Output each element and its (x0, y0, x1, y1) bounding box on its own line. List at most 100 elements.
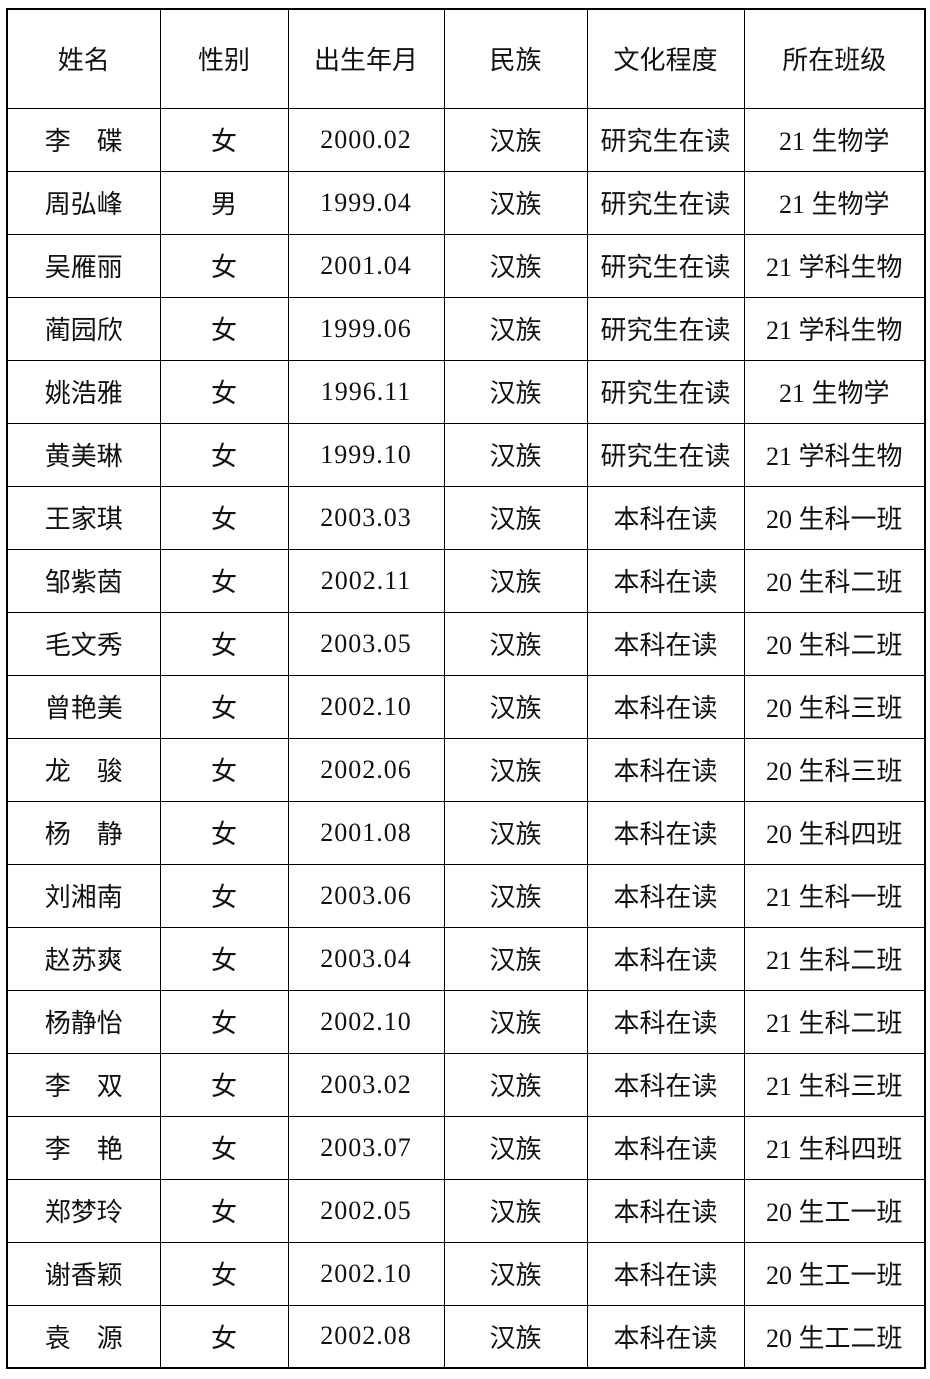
cell-birth-date: 2002.10 (287, 989, 445, 1054)
cell-name: 赵苏爽 (6, 926, 161, 991)
cell-gender: 女 (159, 1052, 289, 1117)
cell-education-level: 研究生在读 (586, 233, 745, 298)
cell-gender: 女 (159, 296, 289, 361)
cell-gender: 女 (159, 1241, 289, 1306)
cell-birth-date: 2002.11 (287, 548, 445, 613)
cell-birth-date: 2001.08 (287, 800, 445, 865)
table-row: 吴雁丽女 2001.04 汉族 研究生在读 21 学科生物 (6, 233, 926, 298)
cell-class: 21 生物学 (743, 107, 926, 172)
cell-education-level: 本科在读 (586, 989, 745, 1054)
cell-education-level: 本科在读 (586, 863, 745, 928)
table-row: 王家琪女 2003.03 汉族 本科在读 20 生科一班 (6, 485, 926, 550)
cell-ethnicity: 汉族 (443, 1115, 588, 1180)
cell-gender: 女 (159, 1115, 289, 1180)
table-row: 李 艳女 2003.07 汉族 本科在读 21 生科四班 (6, 1115, 926, 1180)
cell-class: 20 生科四班 (743, 800, 926, 865)
cell-birth-date: 1999.06 (287, 296, 445, 361)
table-row: 李 碟女 2000.02 汉族 研究生在读 21 生物学 (6, 107, 926, 172)
table-row: 邹紫茵女 2002.11 汉族 本科在读 20 生科二班 (6, 548, 926, 613)
cell-birth-date: 2003.04 (287, 926, 445, 991)
cell-name: 姚浩雅 (6, 359, 161, 424)
cell-birth-date: 1999.10 (287, 422, 445, 487)
cell-class: 21 生科三班 (743, 1052, 926, 1117)
cell-ethnicity: 汉族 (443, 107, 588, 172)
header-class: 所在班级 (743, 8, 926, 109)
cell-ethnicity: 汉族 (443, 296, 588, 361)
cell-ethnicity: 汉族 (443, 170, 588, 235)
cell-education-level: 本科在读 (586, 548, 745, 613)
cell-gender: 女 (159, 989, 289, 1054)
cell-class: 21 学科生物 (743, 233, 926, 298)
cell-name: 谢香颖 (6, 1241, 161, 1306)
cell-birth-date: 2002.08 (287, 1304, 445, 1369)
cell-gender: 女 (159, 1304, 289, 1369)
table-row: 郑梦玲女 2002.05 汉族 本科在读 20 生工一班 (6, 1178, 926, 1243)
header-education-level: 文化程度 (586, 8, 745, 109)
cell-education-level: 本科在读 (586, 1115, 745, 1180)
table-row: 杨静怡女 2002.10 汉族 本科在读 21 生科二班 (6, 989, 926, 1054)
table-row: 黄美琳女 1999.10 汉族 研究生在读 21 学科生物 (6, 422, 926, 487)
cell-birth-date: 1999.04 (287, 170, 445, 235)
header-ethnicity: 民族 (443, 8, 588, 109)
cell-birth-date: 2003.02 (287, 1052, 445, 1117)
cell-education-level: 本科在读 (586, 926, 745, 991)
cell-class: 20 生科二班 (743, 611, 926, 676)
table-row: 李 双女 2003.02 汉族 本科在读 21 生科三班 (6, 1052, 926, 1117)
cell-class: 20 生科三班 (743, 737, 926, 802)
cell-name: 邹紫茵 (6, 548, 161, 613)
table-row: 龙 骏女 2002.06 汉族 本科在读 20 生科三班 (6, 737, 926, 802)
table-row: 姚浩雅女 1996.11 汉族 研究生在读 21 生物学 (6, 359, 926, 424)
cell-birth-date: 2002.10 (287, 1241, 445, 1306)
cell-birth-date: 2003.05 (287, 611, 445, 676)
cell-gender: 女 (159, 800, 289, 865)
cell-class: 21 学科生物 (743, 422, 926, 487)
cell-ethnicity: 汉族 (443, 233, 588, 298)
cell-name: 郑梦玲 (6, 1178, 161, 1243)
cell-gender: 女 (159, 359, 289, 424)
cell-gender: 女 (159, 737, 289, 802)
header-birth-date: 出生年月 (287, 8, 445, 109)
cell-education-level: 本科在读 (586, 1178, 745, 1243)
table-row: 袁 源女 2002.08 汉族 本科在读 20 生工二班 (6, 1304, 926, 1369)
student-roster-table: 姓名 性别 出生年月 民族 文化程度 所在班级 李 碟女 2000.02 汉族 研究生… (6, 8, 926, 1369)
cell-education-level: 研究生在读 (586, 296, 745, 361)
cell-class: 20 生科三班 (743, 674, 926, 739)
header-name: 姓名 (6, 8, 161, 109)
cell-ethnicity: 汉族 (443, 674, 588, 739)
cell-ethnicity: 汉族 (443, 737, 588, 802)
cell-education-level: 本科在读 (586, 485, 745, 550)
table-row: 毛文秀女 2003.05 汉族 本科在读 20 生科二班 (6, 611, 926, 676)
cell-class: 21 生科一班 (743, 863, 926, 928)
cell-ethnicity: 汉族 (443, 548, 588, 613)
cell-name: 杨 静 (6, 800, 161, 865)
cell-education-level: 本科在读 (586, 800, 745, 865)
cell-education-level: 研究生在读 (586, 359, 745, 424)
header-row: 姓名 性别 出生年月 民族 文化程度 所在班级 (6, 8, 926, 109)
cell-ethnicity: 汉族 (443, 422, 588, 487)
cell-name: 吴雁丽 (6, 233, 161, 298)
cell-gender: 女 (159, 926, 289, 991)
cell-ethnicity: 汉族 (443, 800, 588, 865)
cell-ethnicity: 汉族 (443, 863, 588, 928)
cell-name: 蔺园欣 (6, 296, 161, 361)
cell-education-level: 本科在读 (586, 1241, 745, 1306)
cell-gender: 女 (159, 107, 289, 172)
cell-name: 袁 源 (6, 1304, 161, 1369)
cell-class: 21 生科四班 (743, 1115, 926, 1180)
cell-ethnicity: 汉族 (443, 989, 588, 1054)
cell-education-level: 本科在读 (586, 737, 745, 802)
cell-name: 李 艳 (6, 1115, 161, 1180)
cell-gender: 女 (159, 422, 289, 487)
cell-gender: 女 (159, 233, 289, 298)
cell-birth-date: 2003.03 (287, 485, 445, 550)
table-row: 谢香颖女 2002.10 汉族 本科在读 20 生工一班 (6, 1241, 926, 1306)
table-body: 李 碟女 2000.02 汉族 研究生在读 21 生物学 周弘峰男 1999.04 汉族 研究生… (6, 107, 926, 1369)
cell-gender: 女 (159, 863, 289, 928)
cell-gender: 女 (159, 485, 289, 550)
cell-class: 20 生工一班 (743, 1178, 926, 1243)
table-row: 蔺园欣女 1999.06 汉族 研究生在读 21 学科生物 (6, 296, 926, 361)
cell-education-level: 研究生在读 (586, 170, 745, 235)
table-row: 刘湘南女 2003.06 汉族 本科在读 21 生科一班 (6, 863, 926, 928)
cell-name: 龙 骏 (6, 737, 161, 802)
table-row: 周弘峰男 1999.04 汉族 研究生在读 21 生物学 (6, 170, 926, 235)
